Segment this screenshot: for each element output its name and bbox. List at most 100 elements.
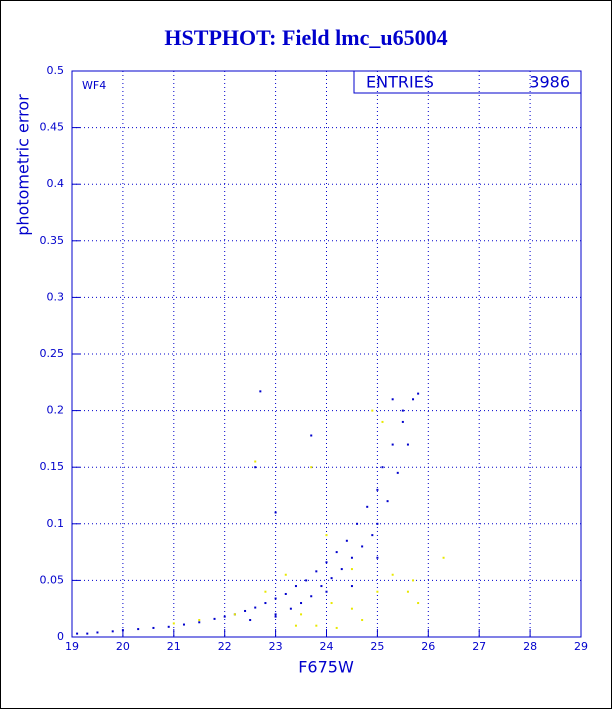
x-tick-label: 24 <box>320 640 334 653</box>
data-point <box>391 573 394 576</box>
data-point <box>340 568 343 571</box>
data-point <box>300 613 303 616</box>
y-axis-label: photometric error <box>14 94 33 236</box>
data-point <box>223 615 226 618</box>
data-point <box>249 619 252 622</box>
data-point <box>198 621 201 624</box>
data-point <box>233 613 236 616</box>
data-point <box>376 590 379 593</box>
data-point <box>376 488 379 491</box>
data-point <box>391 443 394 446</box>
data-point <box>213 617 216 620</box>
data-point <box>274 613 277 616</box>
y-tick-label: 0.2 <box>47 404 65 417</box>
y-tick-label: 0.35 <box>40 234 65 247</box>
data-point <box>356 522 359 525</box>
y-tick-label: 0.45 <box>40 121 65 134</box>
data-point <box>381 466 384 469</box>
data-point <box>274 597 277 600</box>
stats-label: ENTRIES <box>366 73 434 92</box>
y-tick-label: 0.05 <box>40 573 65 586</box>
data-point <box>76 632 79 635</box>
data-point <box>152 626 155 629</box>
data-point <box>264 590 267 593</box>
data-point <box>417 602 420 605</box>
data-point <box>401 409 404 412</box>
data-point <box>376 556 379 559</box>
data-point <box>366 505 369 508</box>
data-point <box>325 534 328 537</box>
x-tick-label: 28 <box>523 640 537 653</box>
data-point <box>381 420 384 423</box>
x-axis-label: F675W <box>298 658 354 677</box>
data-point <box>325 561 328 564</box>
data-point <box>350 568 353 571</box>
data-point <box>335 551 338 554</box>
data-point <box>406 590 409 593</box>
data-point <box>376 522 379 525</box>
y-tick-label: 0.25 <box>40 347 65 360</box>
data-point <box>361 619 364 622</box>
data-point <box>361 545 364 548</box>
y-tick-label: 0.15 <box>40 460 65 473</box>
data-point <box>417 392 420 395</box>
data-point <box>274 615 277 618</box>
x-tick-label: 27 <box>472 640 486 653</box>
y-tick-label: 0.4 <box>47 177 65 190</box>
data-point <box>167 625 170 628</box>
data-point <box>284 573 287 576</box>
y-tick-label: 0.3 <box>47 290 65 303</box>
y-tick-label: 0.1 <box>47 517 65 530</box>
data-point <box>310 434 313 437</box>
data-point <box>182 623 185 626</box>
x-tick-label: 23 <box>269 640 283 653</box>
data-point <box>111 630 114 633</box>
data-point <box>294 585 297 588</box>
data-point <box>391 398 394 401</box>
data-point <box>386 500 389 503</box>
data-point <box>401 420 404 423</box>
data-point <box>412 579 415 582</box>
data-point <box>198 619 201 622</box>
chart-title: HSTPHOT: Field lmc_u65004 <box>164 25 447 50</box>
data-point <box>320 585 323 588</box>
data-point <box>371 534 374 537</box>
stats-box <box>353 70 582 94</box>
data-point <box>254 460 257 463</box>
data-point <box>350 556 353 559</box>
data-point <box>137 628 140 631</box>
data-point <box>350 585 353 588</box>
data-point <box>294 624 297 627</box>
data-point <box>371 409 374 412</box>
data-point <box>254 606 257 609</box>
stats-value: 3986 <box>529 73 570 92</box>
data-point <box>274 511 277 514</box>
data-point <box>310 466 313 469</box>
x-tick-label: 20 <box>116 640 130 653</box>
data-point <box>350 607 353 610</box>
data-point <box>172 622 175 625</box>
data-point <box>86 632 89 635</box>
data-point <box>330 602 333 605</box>
data-point <box>335 626 338 629</box>
data-point <box>259 390 262 393</box>
x-tick-label: 25 <box>370 640 384 653</box>
data-point <box>96 631 99 634</box>
data-point <box>264 602 267 605</box>
data-point <box>330 577 333 580</box>
data-point <box>345 539 348 542</box>
data-point <box>300 602 303 605</box>
y-tick-label: 0 <box>57 630 64 643</box>
x-tick-label: 29 <box>574 640 588 653</box>
data-point <box>254 466 257 469</box>
y-tick-label: 0.5 <box>47 64 65 77</box>
data-point <box>406 443 409 446</box>
data-point <box>315 570 318 573</box>
x-tick-label: 21 <box>167 640 181 653</box>
x-tick-label: 19 <box>65 640 79 653</box>
x-tick-label: 26 <box>421 640 435 653</box>
data-point <box>284 592 287 595</box>
data-point <box>396 471 399 474</box>
data-point <box>289 607 292 610</box>
data-point <box>305 579 308 582</box>
